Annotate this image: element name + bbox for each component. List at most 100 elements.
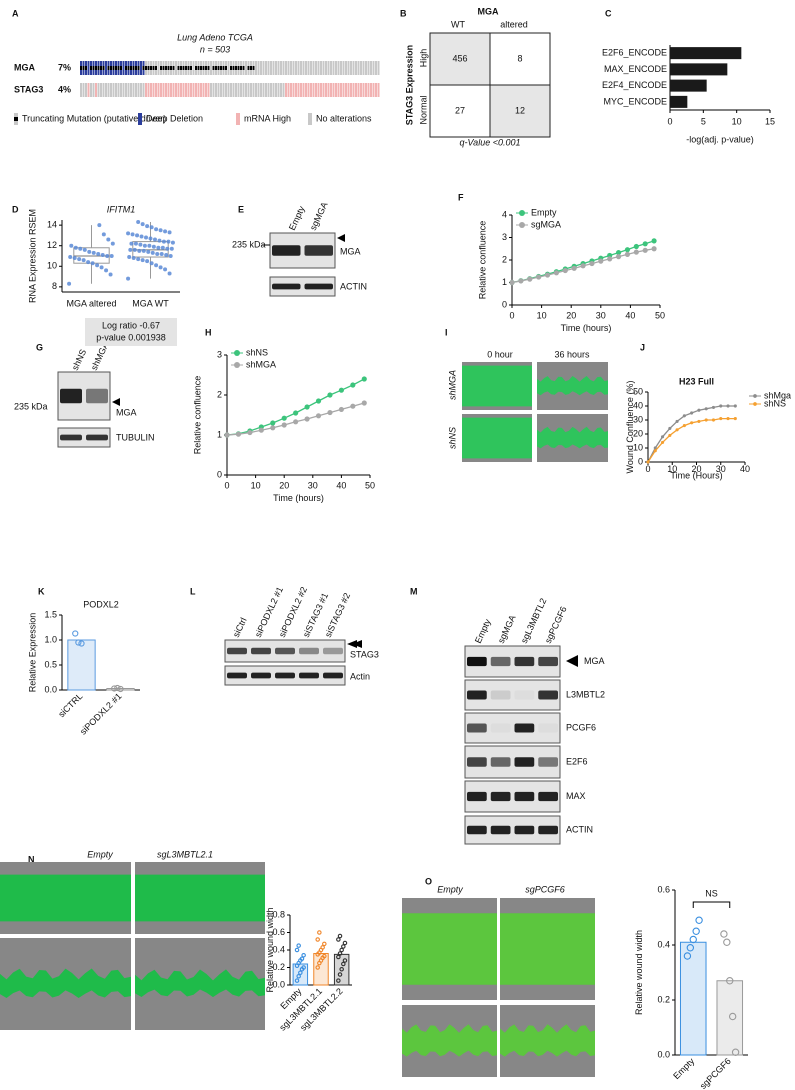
y-tick-label: 40 bbox=[633, 400, 643, 410]
lane-label: sgMGA bbox=[496, 613, 518, 644]
point bbox=[653, 449, 657, 453]
band-label: MGA bbox=[584, 656, 605, 666]
blot-band bbox=[227, 672, 247, 679]
blot-band bbox=[467, 825, 487, 835]
legend-label: No alterations bbox=[316, 113, 372, 123]
blot-band bbox=[538, 791, 558, 802]
x-tick-label: 10 bbox=[667, 464, 677, 474]
panel-label: K bbox=[38, 586, 45, 596]
point bbox=[161, 239, 166, 244]
truncation-mark bbox=[207, 66, 210, 70]
blot-band bbox=[86, 434, 108, 441]
legend-marker bbox=[753, 402, 757, 406]
point bbox=[711, 405, 716, 409]
row-title: STAG3 Expression bbox=[404, 45, 414, 125]
oncoprint-cell bbox=[135, 83, 137, 97]
oncoprint-cell bbox=[87, 61, 90, 75]
oncoprint-cell bbox=[172, 83, 175, 97]
x-axis-label: Time (hours) bbox=[273, 493, 324, 503]
oncoprint-cell bbox=[290, 83, 292, 97]
oncoprint-cell bbox=[237, 83, 240, 97]
band-label: MGA bbox=[116, 407, 137, 417]
point bbox=[91, 250, 96, 255]
blot-band bbox=[467, 791, 487, 802]
y-tick-label: 3 bbox=[217, 349, 222, 359]
blot-band bbox=[490, 723, 511, 733]
point bbox=[337, 933, 343, 939]
blot-band bbox=[275, 672, 295, 679]
point bbox=[553, 270, 559, 276]
oncoprint-cell bbox=[372, 61, 375, 75]
condition-label: Empty bbox=[87, 849, 113, 859]
oncoprint-cell bbox=[310, 83, 312, 97]
time-label: 36 hours bbox=[554, 349, 590, 359]
oncoprint-cell bbox=[307, 61, 310, 75]
oncoprint-subtitle: n = 503 bbox=[200, 44, 230, 54]
point bbox=[361, 376, 367, 382]
oncoprint-cell bbox=[347, 61, 350, 75]
point bbox=[82, 247, 87, 252]
table-footer: q-Value <0.001 bbox=[460, 137, 521, 147]
point bbox=[156, 245, 161, 250]
column-header: altered bbox=[500, 19, 528, 29]
point bbox=[293, 419, 299, 425]
blot-band bbox=[467, 723, 487, 733]
oncoprint-cell bbox=[270, 83, 272, 97]
oncoprint-cell bbox=[332, 83, 335, 97]
point bbox=[350, 382, 356, 388]
oncoprint-cell bbox=[147, 83, 150, 97]
oncoprint-cell bbox=[292, 83, 295, 97]
lane-label: sgPCGF6 bbox=[543, 605, 569, 645]
category-label: Empty bbox=[671, 1056, 696, 1081]
truncation-mark bbox=[160, 66, 162, 70]
oncoprint-cell bbox=[235, 83, 237, 97]
point bbox=[167, 230, 172, 235]
y-tick-label: 0.8 bbox=[272, 909, 285, 919]
x-tick-label: 5 bbox=[701, 116, 706, 126]
truncation-mark bbox=[190, 66, 192, 70]
gene-label: MGA bbox=[14, 62, 35, 72]
truncation-mark bbox=[107, 66, 110, 70]
oncoprint-cell bbox=[295, 61, 297, 75]
truncation-mark bbox=[137, 66, 140, 70]
blot-band bbox=[299, 647, 319, 655]
point bbox=[615, 250, 622, 256]
point bbox=[126, 231, 131, 236]
blot-band bbox=[490, 757, 511, 767]
cell-value: 8 bbox=[517, 53, 522, 63]
point bbox=[301, 965, 306, 970]
legend-label: sgMGA bbox=[531, 219, 561, 229]
bar bbox=[670, 95, 688, 108]
point bbox=[342, 958, 348, 963]
oncoprint-cell bbox=[267, 83, 270, 97]
y-tick-label: 10 bbox=[47, 261, 57, 271]
oncoprint-cell bbox=[337, 83, 340, 97]
blot-band bbox=[304, 283, 333, 290]
wound-gap bbox=[135, 969, 265, 998]
point bbox=[633, 249, 639, 255]
point bbox=[69, 243, 74, 248]
oncoprint-cell bbox=[270, 61, 272, 75]
table-cell bbox=[429, 32, 491, 86]
oncoprint-cell bbox=[335, 83, 337, 97]
truncation-mark bbox=[185, 66, 187, 70]
y-tick-label: 50 bbox=[633, 386, 643, 396]
oncoprint-cell bbox=[297, 83, 300, 97]
legend-swatch bbox=[236, 113, 240, 125]
blot bbox=[57, 427, 111, 448]
truncation-mark bbox=[85, 66, 87, 70]
y-axis-label: Wound Confluence (%) bbox=[625, 381, 635, 474]
lane-label: Empty bbox=[473, 617, 493, 645]
point bbox=[96, 251, 101, 256]
wound-gap bbox=[537, 426, 608, 449]
point bbox=[298, 970, 303, 976]
point bbox=[99, 265, 104, 270]
oncoprint-cell bbox=[280, 61, 282, 75]
truncation-mark bbox=[92, 66, 95, 70]
oncoprint-cell bbox=[327, 83, 330, 97]
y-tick-label: 0.4 bbox=[272, 944, 285, 954]
panel-label: E bbox=[238, 204, 244, 214]
band-label: ACTIN bbox=[566, 824, 593, 834]
oncoprint-cell bbox=[207, 83, 210, 97]
